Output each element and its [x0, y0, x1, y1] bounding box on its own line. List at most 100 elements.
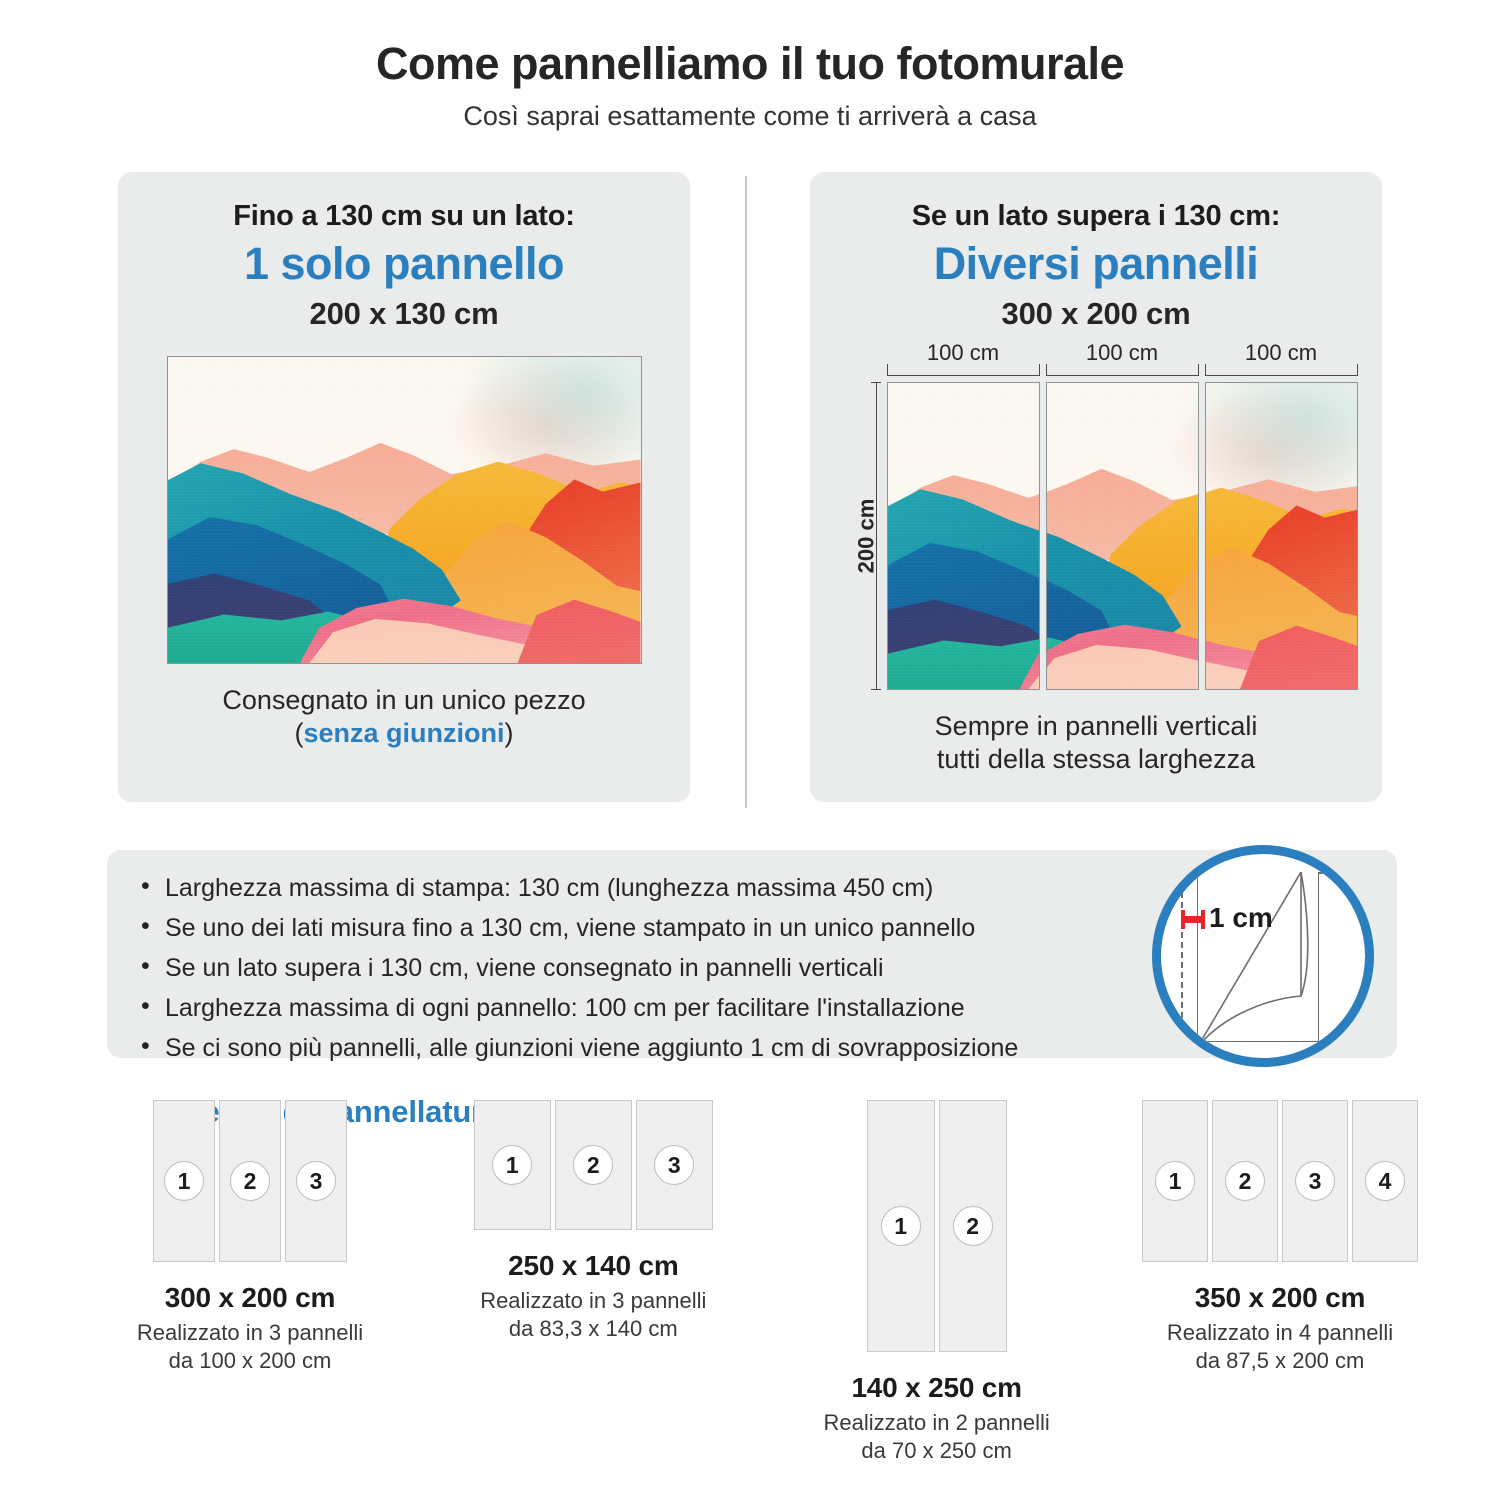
panel-number: 1: [880, 1206, 921, 1246]
card-single-heading: Fino a 130 cm su un lato:: [233, 200, 575, 232]
panel-number: 2: [573, 1145, 614, 1185]
example-desc: Realizzato in 3 pannelli da 100 x 200 cm: [137, 1319, 363, 1374]
example-desc: Realizzato in 2 pannelli da 70 x 250 cm: [824, 1409, 1050, 1464]
artwork-panel-3: [1204, 382, 1358, 690]
example-diagram: 1 2: [866, 1100, 1007, 1352]
height-tick-top: [870, 382, 881, 383]
cards-divider: [745, 176, 747, 808]
card-multi-panel: Se un lato supera i 130 cm: Diversi pann…: [810, 172, 1382, 802]
card-multi-footer-line2: tutti della stessa larghezza: [936, 743, 1256, 774]
card-single-size: 200 x 130 cm: [309, 296, 499, 331]
example-panel: 2: [938, 1100, 1007, 1352]
card-single-footer-line1: Consegnato in un unico pezzo: [222, 685, 586, 715]
card-single-footer-line2: (senza giunzioni): [222, 717, 585, 750]
example-size: 350 x 200 cm: [1194, 1282, 1366, 1313]
detail-overlap-label: 1 cm: [1209, 902, 1273, 933]
note-item: Se un lato supera i 130 cm, viene conseg…: [139, 954, 1397, 981]
card-single-footer: Consegnato in un unico pezzo (senza giun…: [222, 684, 585, 750]
card-multi-footer: Sempre in pannelli verticali tutti della…: [935, 710, 1258, 776]
example-desc: Realizzato in 4 pannelli da 87,5 x 200 c…: [1167, 1319, 1393, 1374]
overlap-detail-inner: 1 cm: [1161, 854, 1365, 1058]
example-panel: 2: [219, 1100, 281, 1262]
example-size: 300 x 200 cm: [164, 1282, 336, 1313]
page-subtitle: Così saprai esattamente come ti arriverà…: [463, 101, 1037, 131]
card-multi-footer-line1: Sempre in pannelli verticali: [934, 711, 1258, 741]
example-desc-line2: da 83,3 x 140 cm: [508, 1315, 678, 1341]
example-desc-line2: da 87,5 x 200 cm: [1195, 1347, 1365, 1373]
card-multi-accent: Diversi pannelli: [933, 238, 1259, 289]
note-item: Se ci sono più pannelli, alle giunzioni …: [139, 1034, 1397, 1061]
panel-number: 1: [492, 1145, 533, 1185]
example-panel: 3: [285, 1100, 347, 1262]
example-diagram: 1 2 3: [473, 1100, 713, 1230]
panel-number: 1: [164, 1161, 204, 1201]
example-panel: 1: [866, 1100, 935, 1352]
example-size: 140 x 250 cm: [851, 1372, 1022, 1403]
example-desc: Realizzato in 3 pannelli da 83,3 x 140 c…: [480, 1287, 706, 1342]
width-dimension-1: 100 cm: [886, 340, 1040, 382]
width-dimension-label-1: 100 cm: [926, 340, 1000, 365]
panel-number: 2: [952, 1206, 993, 1246]
paren-close: ): [504, 717, 514, 748]
panel-number: 2: [230, 1161, 270, 1201]
example-panel: 1: [473, 1100, 551, 1230]
note-item: Se uno dei lati misura fino a 130 cm, vi…: [139, 914, 1397, 941]
width-dimensions: 100 cm 100 cm 100 cm: [886, 340, 1358, 382]
examples-row: 1 2 3 300 x 200 cm Realizzato in 3 panne…: [100, 1100, 1430, 1464]
example-diagram: 1 2 3: [153, 1100, 347, 1262]
example-panel: 3: [1281, 1100, 1348, 1262]
height-dimension: 200 cm: [835, 382, 881, 690]
card-single-panel: Fino a 130 cm su un lato: 1 solo pannell…: [118, 172, 690, 802]
panel-number: 4: [1364, 1161, 1405, 1201]
panel-number: 2: [1224, 1161, 1265, 1201]
panel-number: 1: [1154, 1161, 1195, 1201]
example-desc-line2: da 70 x 250 cm: [861, 1437, 1012, 1463]
page-title: Come pannelliamo il tuo fotomurale: [375, 38, 1125, 89]
artwork-paper-texture: [167, 357, 641, 663]
detail-measure-cap-right: [1201, 910, 1205, 929]
panel-number: 3: [654, 1145, 695, 1185]
example-desc-line1: Realizzato in 2 pannelli: [823, 1410, 1050, 1435]
height-dimension-label: 200 cm: [853, 498, 879, 574]
example-desc-line1: Realizzato in 4 pannelli: [1166, 1320, 1394, 1345]
detail-paper-curl-icon: [1197, 872, 1309, 1048]
footer-highlight: senza giunzioni: [303, 717, 505, 748]
example-size: 250 x 140 cm: [508, 1250, 679, 1281]
card-multi-size: 300 x 200 cm: [1001, 296, 1191, 331]
detail-paper-sheet: [1197, 872, 1319, 1042]
multi-panel-diagram: 200 cm 100 cm 100 cm 100 cm: [835, 340, 1358, 690]
artwork-single-panel: [166, 356, 642, 664]
card-multi-heading: Se un lato supera i 130 cm:: [911, 200, 1281, 232]
width-dimension-label-2: 100 cm: [1085, 340, 1159, 365]
example-350x200: 1 2 3 4 350 x 200 cm Realizzato in 4 pan…: [1130, 1100, 1430, 1464]
example-desc-line2: da 100 x 200 cm: [168, 1347, 332, 1373]
example-panel: 3: [635, 1100, 713, 1230]
artwork-panel-1: [886, 382, 1040, 690]
example-desc-line1: Realizzato in 3 pannelli: [136, 1320, 364, 1345]
example-panel: 2: [1211, 1100, 1278, 1262]
example-diagram: 1 2 3 4: [1141, 1100, 1418, 1262]
panels-column: 100 cm 100 cm 100 cm: [886, 340, 1358, 690]
example-140x250: 1 2 140 x 250 cm Realizzato in 2 pannell…: [787, 1100, 1087, 1464]
artwork-panels: [886, 382, 1358, 690]
overlap-detail-circle: 1 cm: [1152, 845, 1374, 1067]
artwork-panel-2: [1045, 382, 1199, 690]
height-tick-bottom: [870, 689, 881, 690]
example-panel: 4: [1351, 1100, 1418, 1262]
example-desc-line1: Realizzato in 3 pannelli: [480, 1288, 707, 1313]
panel-number: 3: [1294, 1161, 1335, 1201]
width-dimension-label-3: 100 cm: [1244, 340, 1318, 365]
note-item: Larghezza massima di ogni pannello: 100 …: [139, 994, 1397, 1021]
width-dimension-3: 100 cm: [1204, 340, 1358, 382]
width-dimension-2: 100 cm: [1045, 340, 1199, 382]
card-single-accent: 1 solo pannello: [243, 238, 565, 289]
paren-open: (: [294, 717, 304, 748]
detail-dashed-vertical: [1181, 872, 1183, 1048]
note-item: Larghezza massima di stampa: 130 cm (lun…: [139, 874, 1397, 901]
detail-measure-bar: [1183, 916, 1203, 923]
example-panel: 2: [554, 1100, 632, 1230]
example-300x200: 1 2 3 300 x 200 cm Realizzato in 3 panne…: [100, 1100, 400, 1464]
notes-list: Larghezza massima di stampa: 130 cm (lun…: [107, 850, 1397, 1061]
comparison-cards: Fino a 130 cm su un lato: 1 solo pannell…: [0, 172, 1500, 802]
